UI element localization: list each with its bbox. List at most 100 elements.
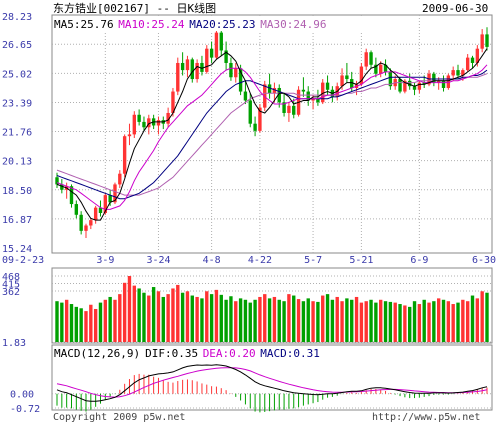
candle-body xyxy=(79,214,83,231)
candle-body xyxy=(398,79,402,92)
volume-panel-frame xyxy=(51,267,493,344)
candle-body xyxy=(359,66,364,85)
candle-body xyxy=(69,186,74,205)
candle-body xyxy=(185,59,190,71)
candle-body xyxy=(422,82,426,85)
volume-bar xyxy=(403,305,407,342)
volume-bar xyxy=(475,298,480,342)
volume-bar xyxy=(171,288,175,342)
candle-body xyxy=(209,48,214,58)
volume-bar xyxy=(364,301,368,342)
ma30-legend-label: MA30:24.96 xyxy=(260,18,326,31)
volume-bar xyxy=(398,304,402,342)
volume-tick-label: 362 xyxy=(2,287,20,298)
volume-bar xyxy=(103,299,108,342)
volume-bar xyxy=(253,299,257,342)
candle-body xyxy=(137,114,141,122)
ma-legend-bg xyxy=(53,18,378,31)
date-tick-label: 4-8 xyxy=(203,255,221,266)
volume-bar xyxy=(393,302,397,342)
footer-url: http://www.p5w.net xyxy=(372,412,480,423)
volume-bar xyxy=(151,287,156,342)
volume-bar xyxy=(408,306,412,342)
macd-tick-label: -0.72 xyxy=(10,404,40,415)
volume-bar xyxy=(465,301,470,342)
candle-body xyxy=(364,52,368,67)
candle-body xyxy=(340,75,344,87)
volume-bar xyxy=(461,299,465,342)
candle-body xyxy=(456,70,460,76)
volume-bar xyxy=(137,288,141,342)
chart-date: 2009-06-30 xyxy=(422,2,488,15)
candle-body xyxy=(74,204,79,215)
volume-bar xyxy=(84,311,88,342)
volume-bar xyxy=(272,296,277,342)
candle-body xyxy=(122,136,127,174)
volume-bar xyxy=(180,292,185,342)
candle-body xyxy=(306,91,310,101)
volume-bar xyxy=(267,298,272,342)
volume-bar xyxy=(330,299,335,342)
volume-bar xyxy=(118,294,122,342)
volume-bar xyxy=(248,302,252,342)
volume-bar xyxy=(354,296,359,342)
volume-bar xyxy=(451,304,455,342)
volume-bar xyxy=(369,299,373,342)
candle-body xyxy=(156,120,161,126)
candle-body xyxy=(379,64,383,74)
candle-body xyxy=(55,177,59,185)
candle-body xyxy=(287,105,291,113)
candle-body xyxy=(103,195,108,213)
volume-bar xyxy=(446,301,451,342)
volume-bar xyxy=(311,301,315,342)
candle-body xyxy=(408,80,412,87)
candle-body xyxy=(485,34,489,47)
volume-bar xyxy=(282,301,286,342)
volume-bar xyxy=(485,292,489,342)
chart-title: 东方锆业[002167] -- 日K线图 xyxy=(53,1,216,15)
candle-body xyxy=(282,102,286,113)
candle-body xyxy=(214,32,219,58)
candle-body xyxy=(475,48,480,63)
candle-body xyxy=(292,105,296,115)
candle-body xyxy=(403,80,407,92)
candle-body xyxy=(263,84,267,108)
volume-bar xyxy=(147,295,151,342)
date-tick-label: 3-9 xyxy=(96,255,114,266)
candle-body xyxy=(238,68,243,92)
moving-average-lines xyxy=(56,48,488,221)
volume-bar xyxy=(79,308,83,342)
candle-body xyxy=(441,80,446,88)
ma30-line xyxy=(56,73,488,196)
volume-bar xyxy=(441,299,446,342)
dea-legend-label: DEA:0.20 xyxy=(203,347,256,360)
volume-bar xyxy=(432,301,436,342)
volume-bar xyxy=(412,301,417,342)
candle-body xyxy=(432,73,436,83)
candle-body xyxy=(446,75,451,88)
price-y-axis: 28.23 26.65 25.02 23.39 21.76 20.13 18.50 16.87… xyxy=(2,12,32,255)
candle-body xyxy=(316,98,320,103)
volume-bar xyxy=(325,294,330,342)
candle-body xyxy=(325,82,330,90)
candle-body xyxy=(451,70,455,76)
date-tick-label: 09-2-23 xyxy=(2,255,44,266)
volume-bar xyxy=(60,302,64,342)
volume-bar xyxy=(301,301,306,342)
candle-body xyxy=(166,112,170,124)
price-tick-label: 21.76 xyxy=(2,128,32,139)
volume-bar xyxy=(132,285,136,342)
price-panel-frame xyxy=(51,14,493,254)
volume-bar xyxy=(238,298,243,342)
volume-bar xyxy=(292,295,296,342)
volume-bar xyxy=(229,296,233,342)
volume-bar xyxy=(108,296,112,342)
volume-bar xyxy=(74,306,79,342)
candle-body xyxy=(147,118,151,128)
volume-bar xyxy=(335,296,339,342)
candle-body xyxy=(127,134,132,137)
volume-bar xyxy=(214,289,219,342)
volume-bar xyxy=(224,299,228,342)
candle-body xyxy=(311,98,315,101)
